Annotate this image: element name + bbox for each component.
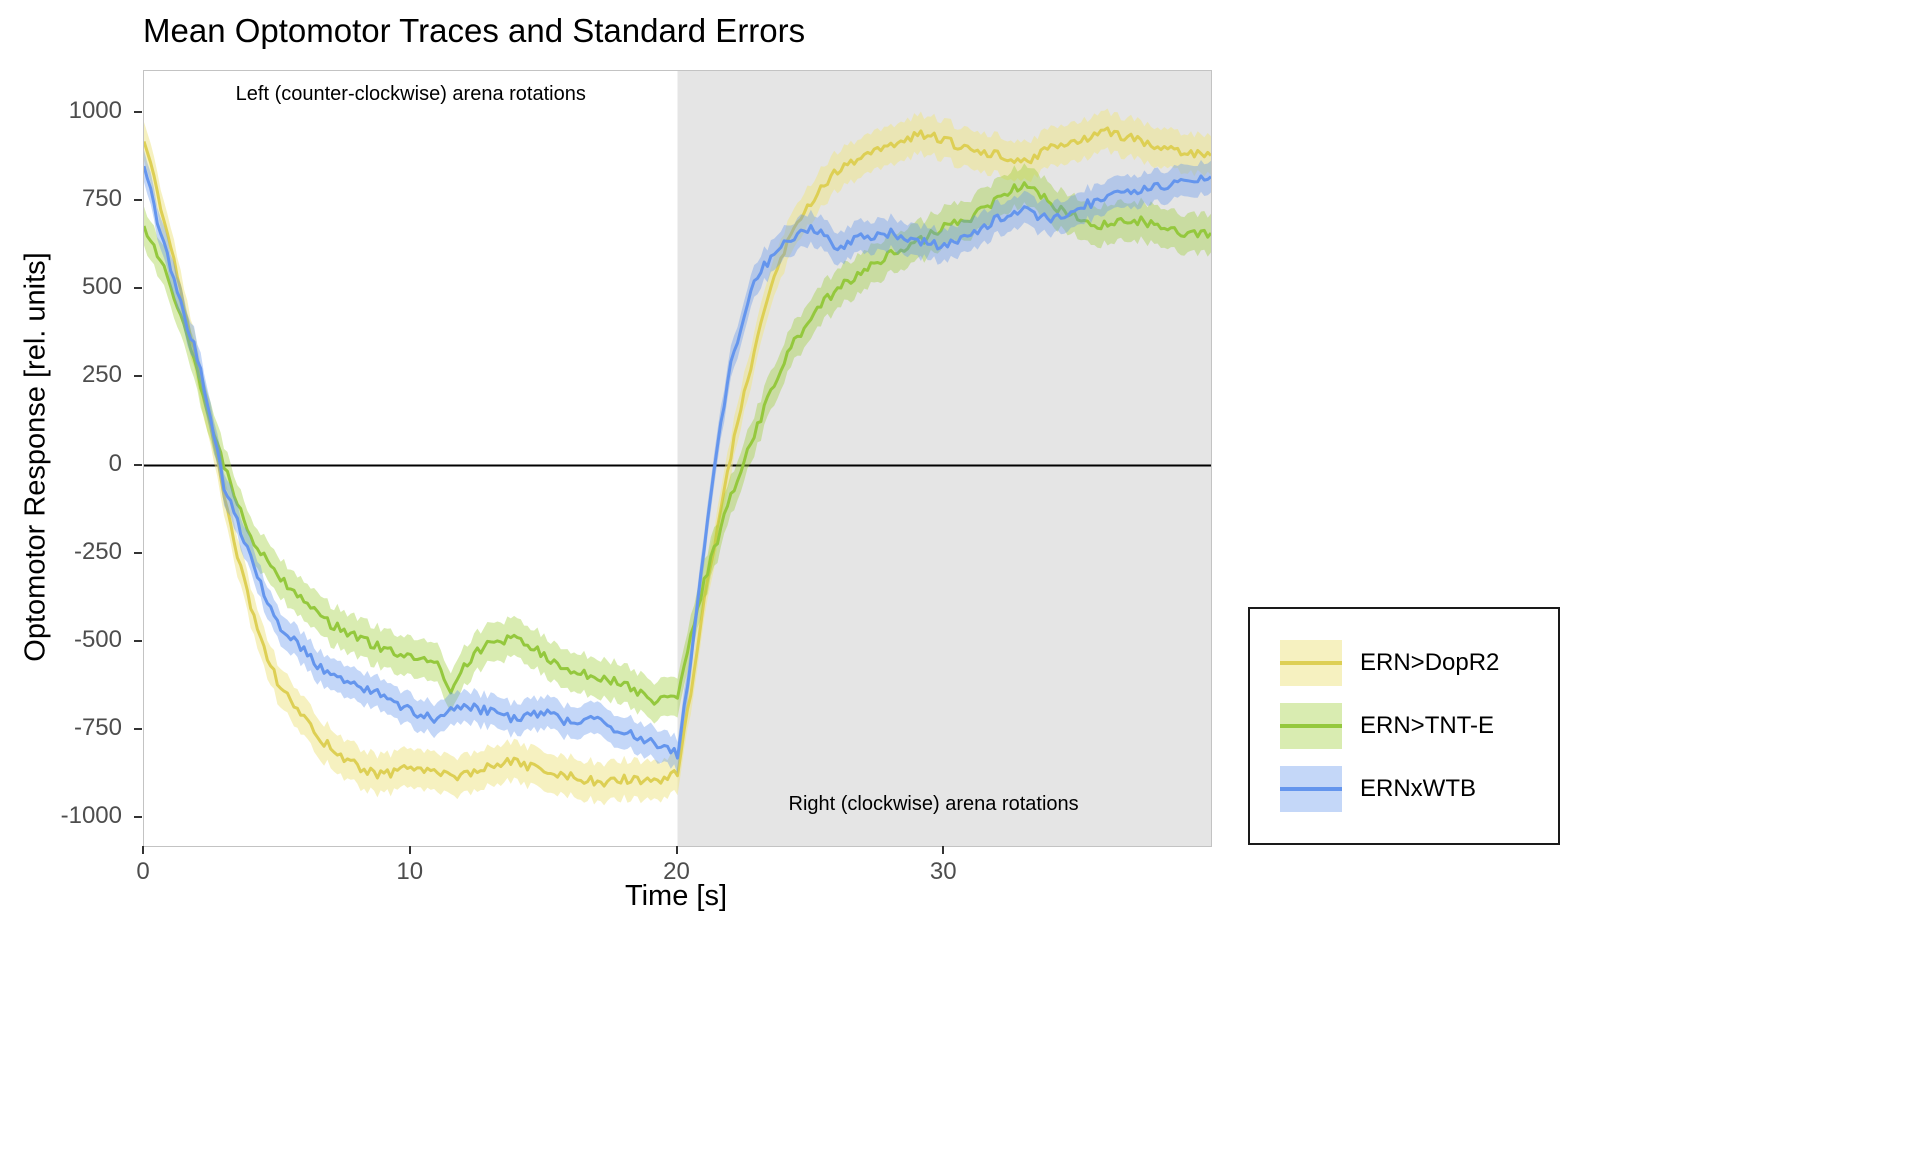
legend-swatch-ernxwtb	[1280, 766, 1342, 812]
y-tick-mark	[134, 375, 142, 378]
legend-swatch-ern-tnt-e	[1280, 703, 1342, 749]
y-tick-label: 500	[81, 273, 122, 301]
legend-label-ern-tnt-e: ERN>TNT-E	[1360, 712, 1495, 739]
legend-swatch-ern-dopr2	[1280, 640, 1342, 686]
y-tick-label: 250	[81, 361, 122, 389]
trace-line-ernxwtb	[144, 165, 1211, 760]
y-tick-label: 750	[81, 185, 122, 213]
trace-line-ern-dopr2	[144, 126, 1211, 788]
shaded-region-right-rotations	[677, 71, 1211, 846]
y-tick-label: 1000	[68, 97, 122, 125]
trace-line-ern-tnt-e	[144, 181, 1211, 706]
legend-item-ern-dopr2: ERN>DopR2	[1280, 640, 1558, 686]
y-tick-label: -250	[73, 537, 122, 565]
y-tick-label: -500	[73, 625, 122, 653]
legend-label-ernxwtb: ERNxWTB	[1360, 775, 1476, 802]
legend-item-ern-tnt-e: ERN>TNT-E	[1280, 703, 1558, 749]
y-tick-mark	[134, 551, 142, 554]
y-tick-label: 0	[108, 449, 122, 477]
x-tick-label: 30	[929, 858, 957, 885]
x-tick-mark	[675, 846, 678, 854]
plot-panel: Left (counter-clockwise) arena rotations…	[143, 70, 1212, 847]
y-tick-label: -1000	[60, 801, 122, 829]
y-tick-mark	[134, 199, 142, 202]
legend-item-ernxwtb: ERNxWTB	[1280, 766, 1558, 812]
error-band-ern-tnt-e	[144, 163, 1211, 724]
x-tick-label: 10	[396, 858, 424, 885]
chart-canvas	[144, 71, 1211, 846]
error-band-ernxwtb	[144, 150, 1211, 775]
legend-label-ern-dopr2: ERN>DopR2	[1360, 649, 1500, 676]
annotation-right-rotations: Right (clockwise) arena rotations	[788, 793, 1079, 815]
y-tick-mark	[134, 639, 142, 642]
y-tick-mark	[134, 111, 142, 114]
y-tick-mark	[134, 287, 142, 290]
x-tick-label: 20	[663, 858, 690, 885]
annotation-left-rotations: Left (counter-clockwise) arena rotations	[235, 83, 586, 105]
x-tick-mark	[142, 846, 144, 854]
y-tick-mark	[134, 727, 142, 730]
y-tick-mark	[134, 463, 142, 466]
y-tick-label: -750	[73, 713, 122, 741]
chart-title: Mean Optomotor Traces and Standard Error…	[143, 12, 806, 49]
x-axis-title: Time [s]	[624, 880, 728, 912]
legend-box: ERN>DopR2 ERN>TNT-E ERNxWTB	[1248, 607, 1560, 845]
x-tick-label: 0	[136, 858, 150, 885]
x-tick-mark	[942, 846, 945, 854]
x-tick-mark	[408, 846, 411, 854]
y-tick-mark	[134, 815, 142, 818]
